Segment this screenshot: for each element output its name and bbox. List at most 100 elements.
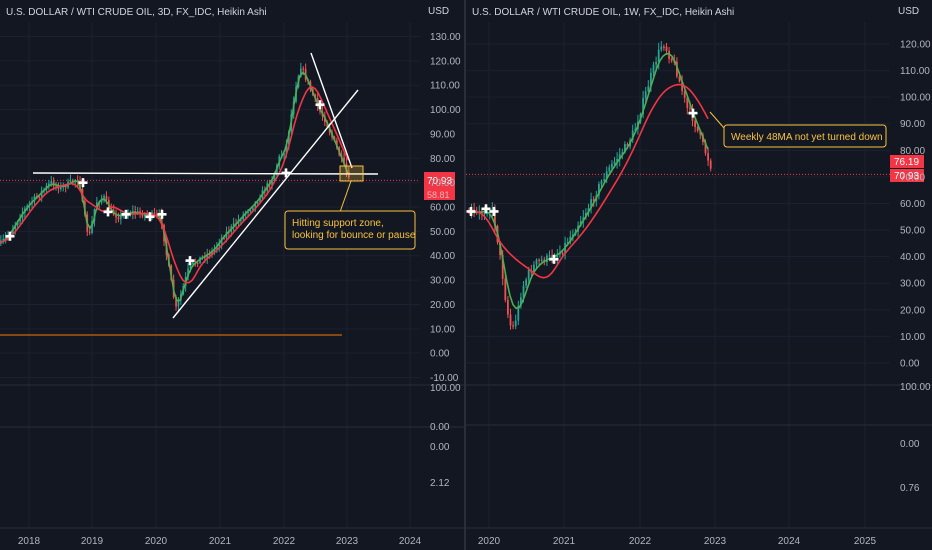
price-tick-label: 30.00 xyxy=(430,276,455,287)
candle xyxy=(343,157,345,164)
candle xyxy=(144,213,146,217)
candles-1w xyxy=(468,40,712,330)
candle xyxy=(285,144,288,154)
candle xyxy=(509,314,512,326)
price-tick-label: 130.00 xyxy=(430,32,461,43)
candle xyxy=(520,297,522,306)
time-axis-label: 2018 xyxy=(18,536,41,547)
time-axis-label: 2021 xyxy=(553,536,576,547)
candle xyxy=(634,128,637,131)
cross-signal-marker xyxy=(78,178,88,188)
cross-signal-marker xyxy=(121,209,131,219)
candle xyxy=(483,212,486,215)
candle xyxy=(566,242,569,244)
last-price-text: 70.93 xyxy=(427,176,452,187)
cross-signal-marker xyxy=(5,231,15,241)
candle xyxy=(504,278,507,300)
candle xyxy=(187,268,189,278)
candle xyxy=(522,285,525,298)
candle xyxy=(647,86,650,92)
candle xyxy=(611,163,613,168)
chart-canvas-3d[interactable]: Hitting support zone,looking for bounce … xyxy=(0,0,464,550)
support-zone-box[interactable] xyxy=(339,165,364,182)
candle xyxy=(247,211,249,213)
candle xyxy=(603,179,605,181)
price-badge-ma-text: 76.19 xyxy=(894,157,919,168)
time-axis-label: 2025 xyxy=(854,536,877,547)
last-price-text: 70.93 xyxy=(894,171,919,182)
chart-panel-3d[interactable]: Hitting support zone, looking for bounce … xyxy=(0,0,464,550)
candle xyxy=(689,107,691,110)
candle xyxy=(683,91,686,98)
candle xyxy=(556,254,559,259)
candle xyxy=(527,269,530,280)
time-axis-label: 2022 xyxy=(273,536,296,547)
price-tick-label: 110.00 xyxy=(900,66,930,77)
slow-moving-average-line xyxy=(0,86,349,284)
candle xyxy=(540,259,543,261)
candle xyxy=(491,208,494,212)
annotation-connector xyxy=(339,180,352,213)
annotation-text: looking for bounce or pause xyxy=(292,230,416,241)
candle xyxy=(218,243,221,247)
indicator-tick-label: 100.00 xyxy=(900,382,931,393)
price-tick-label: 100.00 xyxy=(900,93,931,104)
candle xyxy=(481,211,483,214)
candle xyxy=(259,198,261,202)
price-tick-label: 40.00 xyxy=(430,251,455,262)
candle xyxy=(517,305,520,321)
candle xyxy=(196,262,199,265)
currency-label-3d: USD xyxy=(428,6,450,17)
candle xyxy=(232,223,235,227)
price-tick-label: 10.00 xyxy=(900,332,925,343)
last-price-badge xyxy=(890,169,924,182)
candle xyxy=(621,152,624,155)
candle xyxy=(644,91,647,99)
time-axis-label: 2022 xyxy=(629,536,652,547)
candle xyxy=(302,68,305,70)
cross-signal-marker xyxy=(466,206,476,216)
candle xyxy=(206,253,209,259)
cross-signal-marker xyxy=(481,204,491,214)
time-axis-label: 2023 xyxy=(336,536,359,547)
candle xyxy=(177,300,180,307)
candle xyxy=(665,46,668,51)
candle xyxy=(546,255,548,263)
candle xyxy=(514,320,517,327)
candle xyxy=(538,259,540,261)
candle xyxy=(50,181,53,184)
time-axis-label: 2019 xyxy=(81,536,104,547)
time-axis-label: 2020 xyxy=(145,536,168,547)
candle xyxy=(600,180,603,185)
price-tick-label: 60.00 xyxy=(430,203,455,214)
candle xyxy=(660,46,663,50)
price-tick-label: 20.00 xyxy=(430,300,455,311)
candle xyxy=(223,237,225,239)
price-tick-label: 20.00 xyxy=(900,305,925,316)
price-tick-label: 40.00 xyxy=(900,252,925,263)
candle xyxy=(256,201,259,204)
chart-canvas-1w[interactable]: Weekly 48MA not yet turned down 76.19 70.9… xyxy=(466,0,932,550)
candle xyxy=(204,256,206,259)
annotation-callout[interactable] xyxy=(284,210,416,250)
candle xyxy=(598,184,600,196)
candle xyxy=(533,264,535,273)
candle xyxy=(696,127,699,131)
price-tick-label: 10.00 xyxy=(430,324,455,335)
panel-divider[interactable] xyxy=(464,0,466,550)
candle xyxy=(79,180,81,190)
price-tick-label: 60.00 xyxy=(900,199,925,210)
last-price-badge xyxy=(424,172,455,189)
cross-signal-marker xyxy=(103,207,113,217)
candle xyxy=(273,173,276,181)
candle xyxy=(624,144,626,153)
chart-title-3d: U.S. DOLLAR / WTI CRUDE OIL, 3D, FX_IDC,… xyxy=(6,7,267,18)
candle xyxy=(605,171,608,180)
rising-trendline xyxy=(172,89,359,319)
candle xyxy=(160,213,163,225)
candle xyxy=(642,98,644,115)
price-tick-label: -10.00 xyxy=(430,373,459,384)
chart-panel-1w[interactable]: Weekly 48MA not yet turned down 76.19 70.9… xyxy=(466,0,932,550)
annotation-callout[interactable] xyxy=(723,124,887,148)
candle xyxy=(525,279,527,286)
